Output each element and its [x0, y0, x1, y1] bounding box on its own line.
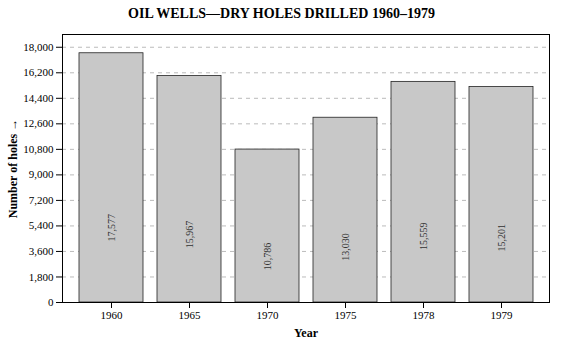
svg-text:15,201: 15,201 [496, 224, 507, 252]
svg-text:9,000: 9,000 [29, 168, 54, 180]
svg-text:1970: 1970 [257, 309, 280, 321]
svg-text:Number of holes →: Number of holes → [6, 119, 20, 218]
svg-text:3,600: 3,600 [29, 245, 54, 257]
svg-text:15,967: 15,967 [184, 221, 195, 249]
html-text:OIL WELLS—DRY HOLES DRILLED 19: OIL WELLS—DRY HOLES DRILLED 1960–1979 [128, 6, 435, 21]
svg-text:13,030: 13,030 [340, 233, 351, 261]
svg-text:1,800: 1,800 [29, 270, 54, 282]
svg-text:16,200: 16,200 [23, 66, 54, 78]
svg-text:12,600: 12,600 [23, 117, 54, 129]
svg-text:18,000: 18,000 [23, 41, 54, 53]
svg-text:1965: 1965 [179, 309, 202, 321]
svg-text:1979: 1979 [491, 309, 514, 321]
svg-text:5,400: 5,400 [29, 219, 54, 231]
svg-text:Year: Year [294, 326, 319, 340]
svg-text:15,559: 15,559 [418, 223, 429, 251]
svg-text:1978: 1978 [413, 309, 436, 321]
svg-text:1975: 1975 [335, 309, 358, 321]
svg-text:1960: 1960 [101, 309, 124, 321]
svg-text:10,800: 10,800 [23, 143, 54, 155]
svg-text:17,577: 17,577 [106, 214, 117, 242]
svg-text:14,400: 14,400 [23, 92, 54, 104]
svg-text:10,786: 10,786 [262, 243, 273, 271]
svg-text:7,200: 7,200 [29, 194, 54, 206]
svg-text:0: 0 [48, 296, 54, 308]
